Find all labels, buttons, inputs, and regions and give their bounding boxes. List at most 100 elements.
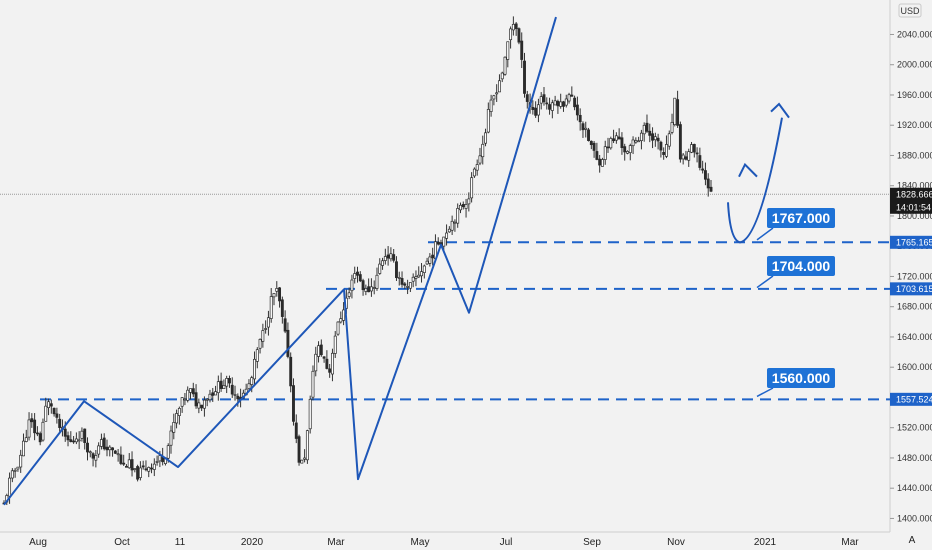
x-tick-label: 2020	[241, 537, 264, 548]
candle-body	[10, 470, 14, 479]
candle-body	[525, 94, 529, 102]
candle-body	[634, 140, 638, 143]
candle-body	[197, 402, 201, 409]
candle-body	[19, 454, 23, 468]
candle-body	[27, 419, 31, 438]
candle-body	[356, 271, 359, 276]
candle-body	[531, 107, 535, 110]
candle-body	[662, 152, 666, 155]
candle-body	[24, 437, 28, 442]
candle-body	[509, 28, 513, 41]
candle-body	[8, 477, 12, 497]
candle-body	[297, 436, 301, 463]
currency-badge-box	[898, 3, 922, 18]
candle-body	[102, 437, 106, 450]
candle-body	[49, 403, 53, 407]
candle-body	[703, 170, 707, 180]
candle-body	[133, 468, 137, 470]
candle-body	[539, 96, 543, 104]
candle-body	[350, 279, 354, 292]
auto-scale-toggle[interactable]: A	[909, 535, 916, 546]
candle-body	[219, 380, 223, 389]
candle-body	[116, 453, 120, 456]
candle-body	[645, 122, 649, 132]
candle-body	[250, 377, 254, 385]
y-tick-label: 1640.000	[897, 332, 932, 342]
candle-body	[536, 104, 540, 116]
level-callout-box[interactable]	[767, 368, 835, 388]
candle-body	[347, 292, 351, 297]
candle-body	[86, 442, 89, 453]
candle-body	[484, 132, 487, 144]
candle-body	[425, 260, 429, 265]
candle-body	[595, 151, 599, 160]
level-price-tag-label: 1557.524	[896, 394, 932, 404]
candle-body	[381, 260, 385, 266]
candle-body	[72, 440, 76, 443]
candle-body	[520, 40, 524, 60]
candle-body	[216, 381, 220, 394]
candle-body	[97, 445, 101, 455]
candle-body	[503, 56, 507, 75]
countdown-label: 14:01:54	[896, 202, 931, 212]
candle-body	[667, 133, 671, 147]
candle-body	[628, 145, 632, 154]
candle-body	[639, 132, 643, 142]
candle-body	[578, 114, 582, 123]
candle-body	[395, 261, 398, 278]
candle-body	[41, 421, 45, 441]
candle-body	[620, 137, 624, 149]
projected-path-arrow	[727, 117, 783, 244]
y-tick-label: 2040.000	[897, 29, 932, 39]
candle-body	[69, 439, 73, 442]
candle-body	[30, 418, 34, 423]
candle-body	[125, 465, 128, 468]
candle-body	[38, 433, 42, 443]
candle-body	[676, 99, 680, 126]
candle-body	[264, 328, 268, 330]
candle-body	[389, 253, 393, 260]
candle-body	[492, 95, 496, 100]
candle-body	[498, 80, 501, 93]
candle-body	[678, 124, 682, 160]
candlestick-series	[2, 16, 713, 506]
price-axis[interactable]	[890, 0, 932, 550]
candle-body	[470, 177, 474, 199]
candle-body	[111, 447, 115, 451]
candle-body	[119, 454, 123, 464]
candle-body	[294, 422, 298, 439]
candle-body	[328, 368, 332, 373]
level-callout-box[interactable]	[767, 256, 835, 276]
candle-body	[141, 465, 145, 468]
candle-body	[138, 467, 142, 478]
candle-body	[623, 146, 627, 153]
candle-body	[308, 398, 312, 430]
candle-body	[701, 168, 705, 171]
candle-body	[637, 140, 641, 143]
candle-body	[600, 159, 604, 167]
level-price-tag	[890, 235, 932, 249]
candle-body	[191, 388, 195, 395]
candle-body	[445, 232, 449, 239]
candle-body	[266, 317, 270, 328]
candle-body	[690, 144, 693, 153]
candle-body	[411, 276, 415, 282]
x-tick-label: 2021	[754, 537, 777, 548]
candle-body	[183, 398, 187, 401]
candle-body	[631, 139, 635, 147]
candle-body	[567, 94, 571, 102]
x-tick-label: Mar	[327, 537, 345, 548]
candle-body	[144, 468, 148, 471]
x-tick-label: May	[411, 537, 430, 548]
candle-body	[105, 446, 109, 451]
candle-body	[314, 353, 318, 372]
candle-body	[397, 277, 401, 279]
candle-body	[222, 385, 226, 389]
candle-body	[361, 280, 365, 291]
candle-body	[147, 467, 151, 472]
level-price-tag	[890, 392, 932, 406]
level-callout-box[interactable]	[767, 208, 835, 228]
candle-body	[83, 428, 87, 443]
candle-body	[464, 204, 468, 209]
